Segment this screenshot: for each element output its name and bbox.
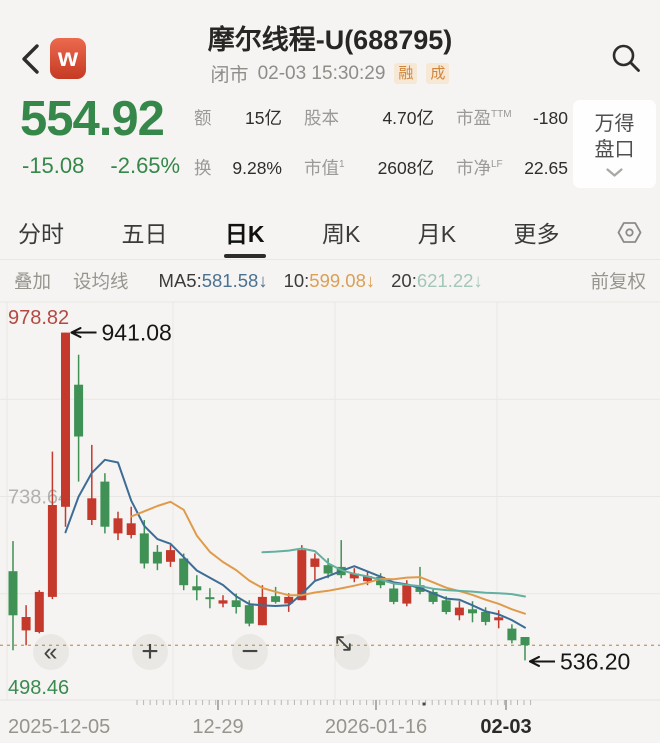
search-icon [612,44,640,72]
search-button[interactable] [610,42,642,74]
last-price: 554.92 [20,92,165,146]
stat-market-cap: 市值1 2608亿 [304,155,434,179]
set-ma-button[interactable]: 设均线 [73,270,129,292]
chart-canvas: 978.82 738.64 498.46 941.08 536.20 2025-12-05… [0,301,660,738]
svg-text:498.46: 498.46 [8,677,69,699]
wind-logo: w [50,38,86,79]
wind-logo-letter: w [57,42,79,72]
stat-value: 4.70亿 [382,108,434,128]
ma-readouts: MA5: 581.58 ↓ 10: 599.08 ↓ 20: 621.22 ↓ [159,270,483,292]
back-button[interactable] [18,42,44,76]
stock-title: 摩尔线程-U(688795) [207,25,453,55]
tab-daily-k[interactable]: 日K [225,205,265,259]
svg-text:536.20: 536.20 [560,648,630,674]
chevron-down-icon [606,167,623,177]
hexagon-settings-icon [617,221,642,243]
stats-grid: 额 15亿 股本 4.70亿 市盈TTM -180 换 9.28% 市值1 2608亿市… [194,105,568,179]
period-tabs: 分时 五日 日K 周K 月K 更多 [0,205,660,260]
wind-panel-label-1: 万得 [594,112,635,135]
ma10-readout: 10: 599.08 ↓ [283,269,376,291]
svg-text:02-03: 02-03 [480,716,531,738]
price-change-pct: -2.65% [110,153,181,178]
svg-text:2026-01-16: 2026-01-16 [325,716,427,738]
stat-pb-lf: 市净LF 22.65 [456,155,568,179]
stat-label: 市值1 [304,158,345,178]
ma20-readout: 20: 621.22 ↓ [391,269,483,291]
svg-text:738.64: 738.64 [8,487,69,509]
stat-label: 换 [194,158,212,178]
back-chevron-icon [22,44,39,74]
tab-weekly-k[interactable]: 周K [321,221,361,247]
stat-value: 2608亿 [377,158,434,178]
svg-text:12-29: 12-29 [192,716,243,738]
tab-minute[interactable]: 分时 [18,221,64,247]
svg-text:2025-12-05: 2025-12-05 [8,716,110,738]
fab-zoom-in[interactable]: + [132,634,168,670]
stat-label: 股本 [304,108,339,128]
ma5-readout: MA5: 581.58 ↓ [158,269,268,291]
chart-toolbar: 叠加 设均线 MA5: 581.58 ↓ 10: 599.08 ↓ 20: 621.22 ↓ 前… [0,260,660,301]
stat-turnover-amount: 额 15亿 [194,105,282,129]
overlay-button[interactable]: 叠加 [14,270,52,292]
stat-value: -180 [532,108,568,128]
chart-settings-button[interactable] [617,205,642,259]
quote-datetime: 02-03 15:30:29 [257,62,386,84]
fab-zoom-out[interactable]: − [232,634,268,670]
market-status: 闭市 [210,65,249,86]
star-market-badge[interactable]: 成 [426,63,450,84]
stat-label: 市净LF [456,158,503,178]
margin-badge[interactable]: 融 [394,63,418,84]
stat-label: 市盈TTM [456,108,512,128]
tab-more[interactable]: 更多 [513,221,560,247]
fab-expand[interactable] [334,634,370,670]
price-change: -15.08 [22,153,85,178]
stat-value: 15亿 [245,108,282,128]
stat-turnover-rate: 换 9.28% [194,155,282,179]
stat-label: 额 [194,108,212,128]
stat-pe-ttm: 市盈TTM -180 [456,105,568,129]
svg-text:978.82: 978.82 [8,307,69,329]
adjust-mode-button[interactable]: 前复权 [590,270,646,292]
stat-value: 22.65 [524,158,568,178]
stat-share-capital: 股本 4.70亿 [304,105,434,129]
candlestick-chart[interactable]: 978.82 738.64 498.46 941.08 536.20 2025-12-05… [0,301,660,743]
header: w 摩尔线程-U(688795) 闭市 02-03 15:30:29 融 成 [0,0,660,95]
stat-value: 9.28% [232,158,282,178]
fab-rewind[interactable]: « [33,634,69,670]
wind-order-book-button[interactable]: 万得 盘口 [573,100,656,188]
svg-text:941.08: 941.08 [102,320,172,346]
market-status-row: 闭市 02-03 15:30:29 融 成 [0,60,660,87]
tab-monthly-k[interactable]: 月K [417,221,457,247]
wind-panel-label-2: 盘口 [594,138,635,161]
diagonal-arrows-icon [336,636,351,651]
tab-5day[interactable]: 五日 [121,221,168,247]
quote-panel: 554.92 -15.08 -2.65% 额 15亿 股本 4.70亿 市盈TTM … [0,92,660,205]
price-change-row: -15.08 -2.65% [22,153,180,179]
